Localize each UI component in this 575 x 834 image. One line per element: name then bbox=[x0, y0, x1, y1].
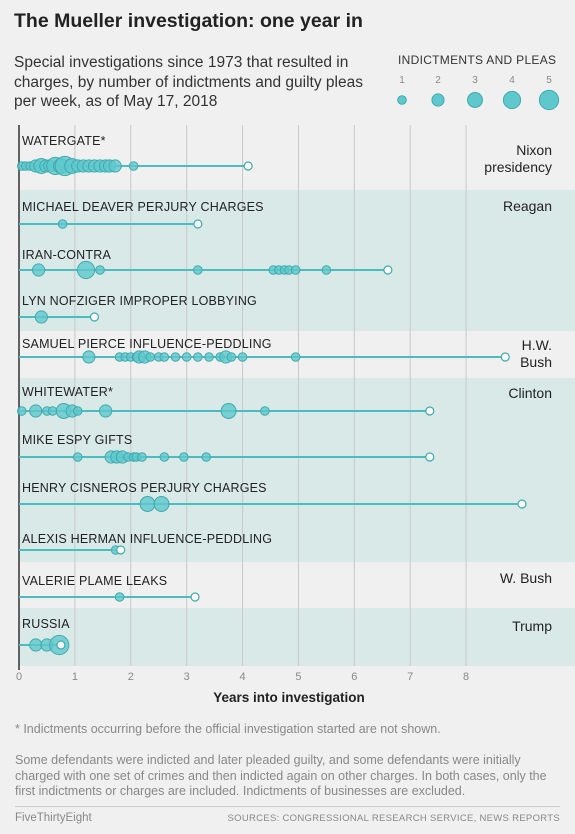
indictment-dot bbox=[76, 260, 96, 280]
indictment-dot bbox=[108, 159, 122, 173]
presidency-label: Clinton bbox=[508, 385, 552, 401]
indictment-dot bbox=[72, 452, 83, 462]
x-tick-label: 8 bbox=[463, 671, 469, 683]
legend-size-dot bbox=[397, 95, 407, 105]
indictment-dot bbox=[153, 496, 170, 512]
investigation-label: HENRY CISNEROS PERJURY CHARGES bbox=[22, 481, 267, 495]
investigation-label: LYN NOFZIGER IMPROPER LOBBYING bbox=[22, 294, 257, 308]
brand-label: FiveThirtyEight bbox=[15, 812, 92, 824]
indictment-dot bbox=[128, 161, 139, 171]
investigation-label: WATERGATE* bbox=[22, 134, 106, 148]
presidency-label: Trump bbox=[512, 618, 552, 634]
legend-title: INDICTMENTS AND PLEAS bbox=[398, 53, 557, 67]
presidency-label: W. Bush bbox=[500, 570, 552, 586]
indictment-dot bbox=[181, 352, 192, 362]
investigation-end-marker bbox=[517, 499, 527, 509]
investigation-label: MIKE ESPY GIFTS bbox=[22, 433, 132, 447]
x-tick-label: 1 bbox=[72, 671, 78, 683]
indictment-dot bbox=[170, 352, 181, 362]
indictment-dot bbox=[31, 263, 46, 277]
indictment-dot bbox=[260, 406, 270, 416]
indictment-dot bbox=[290, 352, 301, 362]
indictment-dot bbox=[290, 265, 301, 275]
investigation-label: RUSSIA bbox=[22, 617, 70, 631]
legend-size-dot bbox=[502, 90, 522, 110]
indictment-dot bbox=[193, 265, 203, 275]
investigation-end-marker bbox=[190, 592, 200, 602]
indictment-dot bbox=[114, 592, 125, 602]
size-legend: 1 2 3 4 5 bbox=[397, 75, 560, 111]
indictment-dot bbox=[159, 352, 170, 362]
legend-size-label: 2 bbox=[435, 75, 441, 86]
indictment-dot bbox=[201, 452, 212, 462]
investigation-label: WHITEWATER* bbox=[22, 385, 113, 399]
indictment-dot bbox=[29, 638, 43, 652]
legend-size-label: 4 bbox=[509, 75, 515, 86]
presidency-band bbox=[19, 190, 575, 331]
presidency-label: Reagan bbox=[503, 198, 552, 214]
investigation-end-marker bbox=[500, 352, 510, 362]
indictment-dot bbox=[220, 403, 237, 419]
indictment-dot bbox=[57, 219, 68, 229]
investigation-label: ALEXIS HERMAN INFLUENCE-PEDDLING bbox=[22, 532, 272, 546]
indictment-dot bbox=[99, 404, 113, 418]
presidency-band bbox=[19, 608, 575, 666]
investigation-label: SAMUEL PIERCE INFLUENCE-PEDDLING bbox=[22, 337, 272, 351]
chart-subtitle: Special investigations since 1973 that r… bbox=[14, 54, 363, 110]
legend-size-dot bbox=[467, 92, 483, 108]
investigation-end-marker bbox=[56, 640, 66, 650]
investigation-end-marker bbox=[425, 452, 435, 462]
x-axis-label: Years into investigation bbox=[213, 690, 365, 705]
investigation-end-marker bbox=[116, 545, 126, 555]
methodology-note: Some defendants were indicted and later … bbox=[15, 753, 547, 798]
legend-size-label: 3 bbox=[472, 75, 478, 86]
legend-size-label: 1 bbox=[399, 75, 405, 86]
footnote: * Indictments occurring before the offic… bbox=[15, 722, 441, 736]
x-tick-label: 4 bbox=[239, 671, 245, 683]
investigation-end-marker bbox=[243, 161, 253, 171]
investigation-end-marker bbox=[89, 312, 100, 322]
indictment-dot bbox=[159, 452, 170, 462]
indictment-dot bbox=[16, 406, 27, 416]
indictment-dot bbox=[47, 406, 58, 416]
x-tick-label: 5 bbox=[295, 671, 301, 683]
presidency-label: H.W. Bush bbox=[520, 337, 552, 370]
investigation-label: MICHAEL DEAVER PERJURY CHARGES bbox=[22, 200, 264, 214]
indictment-dot bbox=[321, 265, 332, 275]
x-tick-label: 2 bbox=[128, 671, 134, 683]
presidency-label: Nixon presidency bbox=[484, 142, 552, 175]
indictment-dot bbox=[193, 352, 203, 362]
indictment-dot bbox=[145, 352, 156, 362]
indictment-dot bbox=[204, 352, 214, 362]
x-tick-label: 0 bbox=[16, 671, 22, 683]
indictment-dot bbox=[139, 496, 156, 512]
indictment-dot bbox=[72, 406, 83, 416]
sources-label: SOURCES: CONGRESSIONAL RESEARCH SERVICE,… bbox=[227, 813, 560, 824]
investigations-chart: 0 1 2 3 4 5 6 7 8 Years into investigation Nixon pr… bbox=[16, 125, 575, 705]
investigation-end-marker bbox=[383, 265, 393, 275]
indictment-dot bbox=[29, 404, 43, 418]
investigation-end-marker bbox=[193, 219, 203, 229]
legend-size-dot bbox=[538, 89, 560, 111]
x-tick-label: 3 bbox=[184, 671, 190, 683]
indictment-dot bbox=[137, 452, 147, 462]
x-tick-label: 7 bbox=[407, 671, 413, 683]
chart-title: The Mueller investigation: one year in bbox=[14, 10, 363, 32]
indictment-dot bbox=[34, 310, 48, 324]
investigation-label: VALERIE PLAME LEAKS bbox=[22, 574, 167, 588]
footer-divider bbox=[15, 806, 560, 807]
indictment-dot bbox=[179, 452, 189, 462]
indictment-dot bbox=[237, 352, 248, 362]
legend-size-dot bbox=[431, 93, 445, 107]
x-tick-label: 6 bbox=[351, 671, 357, 683]
investigation-end-marker bbox=[425, 406, 435, 416]
indictment-dot bbox=[95, 265, 105, 275]
legend-size-label: 5 bbox=[546, 75, 552, 86]
investigation-label: IRAN-CONTRA bbox=[22, 248, 111, 262]
indictment-dot bbox=[226, 352, 237, 362]
indictment-dot bbox=[82, 350, 96, 364]
